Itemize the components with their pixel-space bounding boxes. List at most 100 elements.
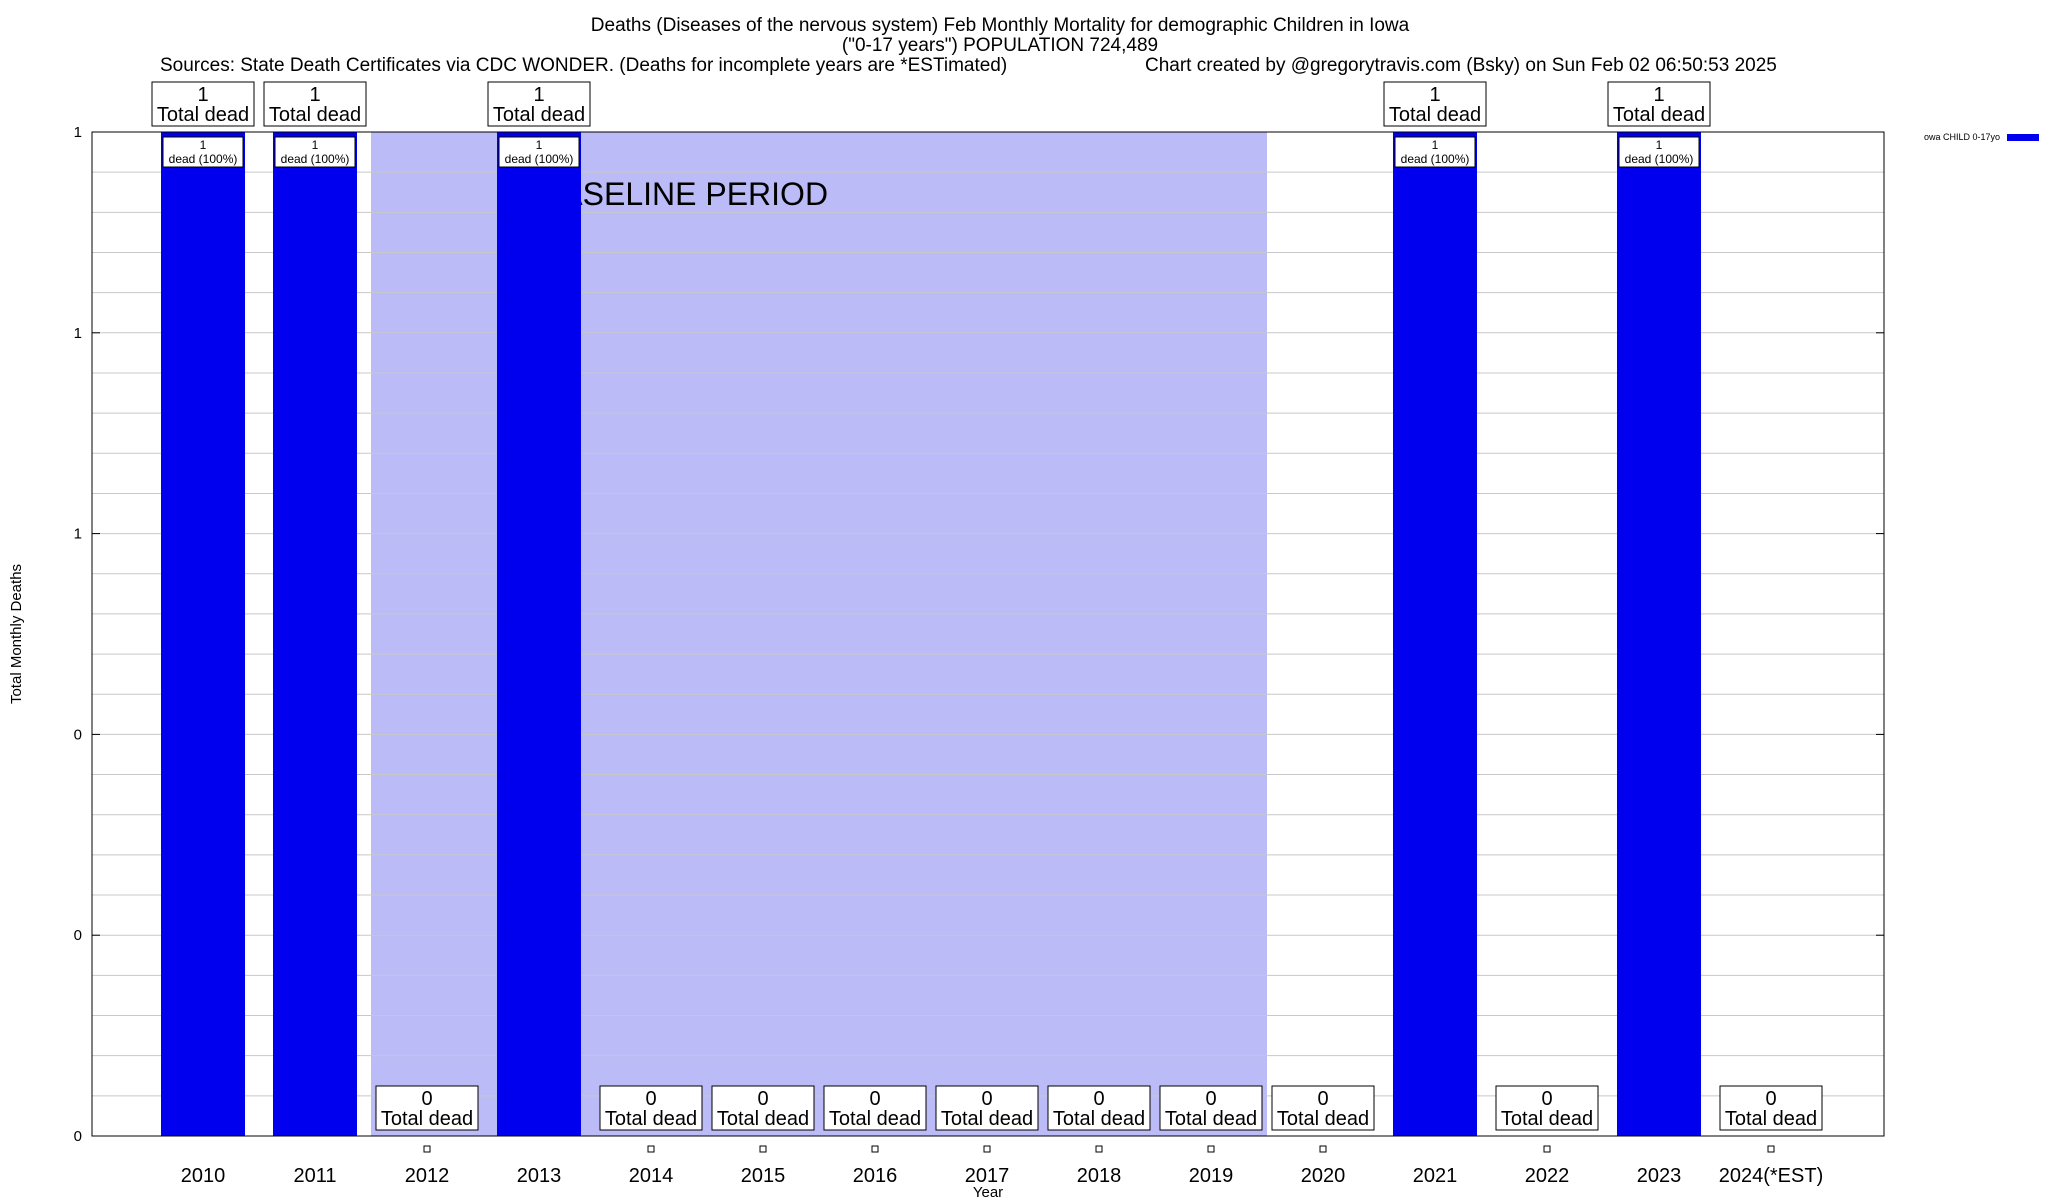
inbar-label-text: dead (100%) (169, 152, 238, 166)
total-label-box (263, 81, 367, 127)
chart-title-line-2: ("0-17 years") POPULATION 724,489 (842, 35, 1158, 56)
total-label-count: 0 (1317, 1088, 1328, 1110)
grid-layer (92, 171, 1884, 1097)
x-tick-label: 2020 (1301, 1165, 1346, 1187)
total-label-text: Total dead (269, 104, 361, 126)
total-label-box (1719, 1085, 1823, 1131)
chart-subtitle-sources: Sources: State Death Certificates via CD… (160, 55, 1007, 76)
total-label-box (1495, 1085, 1599, 1131)
x-axis-label: Year (973, 1184, 1003, 1200)
total-label-box (1383, 81, 1487, 127)
total-label-text: Total dead (1613, 104, 1705, 126)
x-tick-label: 2015 (741, 1165, 786, 1187)
x-tick-label: 2016 (853, 1165, 898, 1187)
bar (273, 132, 357, 1136)
total-label-count: 0 (1541, 1088, 1552, 1110)
total-label-text: Total dead (1053, 1108, 1145, 1130)
total-label-text: Total dead (717, 1108, 809, 1130)
inbar-label-box (498, 136, 580, 168)
total-label-box (1159, 1085, 1263, 1131)
legend: owa CHILD 0-17yo (1924, 132, 2039, 142)
x-tick-label: 2014 (629, 1165, 674, 1187)
total-label-count: 0 (645, 1088, 656, 1110)
bar (161, 132, 245, 1136)
legend-label: owa CHILD 0-17yo (1924, 132, 2000, 142)
total-label-count: 1 (309, 84, 320, 106)
total-label-box (823, 1085, 927, 1131)
total-label-count: 0 (1765, 1088, 1776, 1110)
zero-value-marker (1767, 1145, 1775, 1153)
y-tick-label: 1 (74, 325, 82, 342)
inbar-label-box (162, 136, 244, 168)
zero-value-marker (647, 1145, 655, 1153)
y-axis-label: Total Monthly Deaths (8, 564, 25, 704)
x-tick-label: 2013 (517, 1165, 562, 1187)
total-label-box (935, 1085, 1039, 1131)
total-label-box (487, 81, 591, 127)
total-label-text: Total dead (381, 1108, 473, 1130)
zero-value-marker (1319, 1145, 1327, 1153)
inbar-label-box (274, 136, 356, 168)
total-label-box (599, 1085, 703, 1131)
total-label-text: Total dead (1725, 1108, 1817, 1130)
total-label-count: 1 (197, 84, 208, 106)
total-label-box (375, 1085, 479, 1131)
total-label-count: 0 (869, 1088, 880, 1110)
y-tick-label: 1 (74, 124, 82, 141)
y-tick-label: 0 (74, 726, 82, 743)
y-tick-label: 0 (74, 1128, 82, 1145)
inbar-label-box (1618, 136, 1700, 168)
total-label-text: Total dead (157, 104, 249, 126)
title-block: Deaths (Diseases of the nervous system) … (160, 15, 1777, 76)
zero-value-marker (871, 1145, 879, 1153)
inbar-label-count: 1 (312, 138, 319, 152)
total-label-text: Total dead (829, 1108, 921, 1130)
total-label-text: Total dead (1501, 1108, 1593, 1130)
zero-value-marker (983, 1145, 991, 1153)
total-label-count: 0 (1205, 1088, 1216, 1110)
x-tick-label: 2022 (1525, 1165, 1570, 1187)
total-label-text: Total dead (493, 104, 585, 126)
total-label-box (1607, 81, 1711, 127)
total-label-count: 1 (1653, 84, 1664, 106)
total-label-count: 0 (757, 1088, 768, 1110)
inbar-label-text: dead (100%) (505, 152, 574, 166)
baseline-band-label: BASELINE PERIOD (540, 176, 828, 212)
bar (497, 132, 581, 1136)
zero-value-marker (423, 1145, 431, 1153)
inbar-label-text: dead (100%) (1401, 152, 1470, 166)
x-tick-label: 2018 (1077, 1165, 1122, 1187)
x-tick-label: 2011 (293, 1165, 336, 1187)
chart-subtitle-credit: Chart created by @gregorytravis.com (Bsk… (1145, 55, 1777, 76)
zero-value-marker (1543, 1145, 1551, 1153)
total-label-text: Total dead (941, 1108, 1033, 1130)
total-label-count: 1 (533, 84, 544, 106)
x-tick-label: 2021 (1413, 1165, 1458, 1187)
x-tick-label: 2023 (1637, 1165, 1682, 1187)
x-tick-label: 2010 (181, 1165, 226, 1187)
zero-value-marker (1095, 1145, 1103, 1153)
y-axis-ticks: 0 0 0 1 1 1 (74, 124, 1884, 1145)
x-tick-label: 2017 (965, 1165, 1010, 1187)
plot-frame (91, 131, 1885, 1137)
inbar-label-text: dead (100%) (281, 152, 350, 166)
total-label-text: Total dead (605, 1108, 697, 1130)
total-label-count: 1 (1429, 84, 1440, 106)
total-label-box (711, 1085, 815, 1131)
total-label-box (151, 81, 255, 127)
inbar-label-count: 1 (200, 138, 207, 152)
inbar-label-count: 1 (1432, 138, 1439, 152)
x-tick-label: 2024(*EST) (1719, 1165, 1824, 1187)
total-label-count: 0 (421, 1088, 432, 1110)
zero-value-marker (759, 1145, 767, 1153)
total-label-count: 0 (981, 1088, 992, 1110)
inbar-label-count: 1 (1656, 138, 1663, 152)
zero-value-marker (1207, 1145, 1215, 1153)
y-tick-label: 0 (74, 927, 82, 944)
legend-swatch (2007, 134, 2039, 141)
x-axis-ticks: 2010 2011 2012 2013 2014 2015 2016 2017 2018 2019… (181, 1165, 1824, 1187)
inbar-label-count: 1 (536, 138, 543, 152)
total-label-text: Total dead (1165, 1108, 1257, 1130)
